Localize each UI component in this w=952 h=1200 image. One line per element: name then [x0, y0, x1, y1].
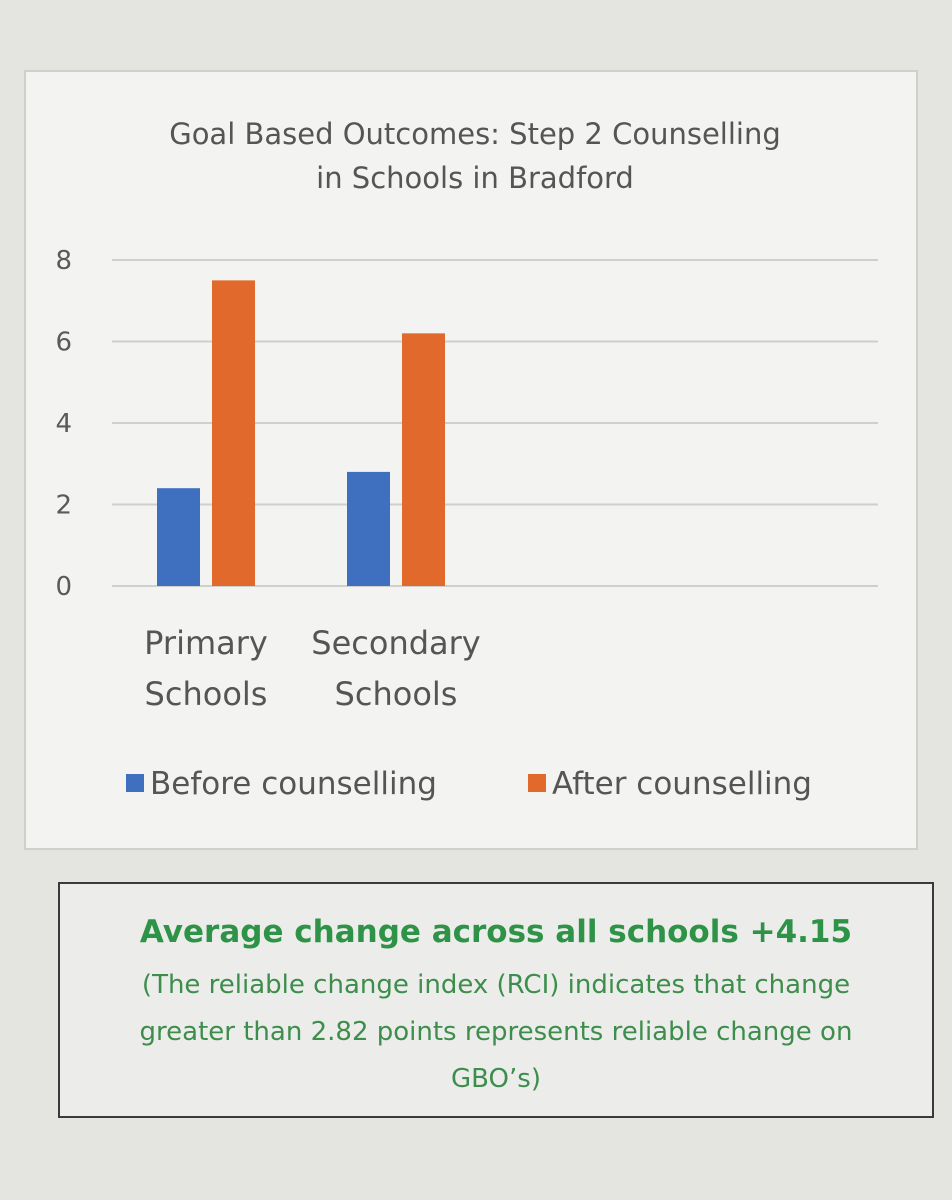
summary-box: Average change across all schools +4.15 … [58, 882, 934, 1118]
x-category-label: Schools [335, 675, 458, 713]
x-category-label: Schools [145, 675, 268, 713]
summary-body-line-1: (The reliable change index (RCI) indicat… [141, 970, 851, 1000]
y-tick-label: 2 [55, 491, 72, 521]
summary-body-line-3: GBO’s) [451, 1064, 541, 1094]
legend: Before counselling After counselling [126, 766, 812, 802]
summary-body-line-2: greater than 2.82 points represents reli… [139, 1017, 853, 1047]
bar-before-1 [157, 488, 200, 586]
y-axis-ticks: 0 2 4 6 8 [55, 246, 72, 602]
bar-chart: Goal Based Outcomes: Step 2 Counselling … [55, 117, 878, 802]
y-tick-label: 4 [55, 409, 72, 439]
y-tick-label: 6 [55, 328, 72, 358]
chart-title-line-2: in Schools in Bradford [316, 161, 634, 195]
legend-swatch-1 [126, 774, 144, 792]
summary-headline: Average change across all schools +4.15 [139, 914, 853, 950]
x-category-label: Secondary [311, 624, 480, 662]
summary-body: (The reliable change index (RCI) indicat… [86, 962, 906, 1103]
legend-label-2: After counselling [552, 766, 812, 802]
x-category-label: Primary [144, 624, 268, 662]
bars [157, 280, 445, 586]
chart-title-line-1: Goal Based Outcomes: Step 2 Counselling [169, 117, 781, 151]
legend-swatch-2 [528, 774, 546, 792]
y-tick-label: 8 [55, 246, 72, 276]
bar-after-1 [212, 280, 255, 586]
y-tick-label: 0 [55, 572, 72, 602]
legend-label-1: Before counselling [150, 766, 437, 802]
x-axis-categories: Primary Schools Secondary Schools [144, 624, 481, 713]
chart-panel: Goal Based Outcomes: Step 2 Counselling … [24, 70, 918, 850]
bar-after-2 [402, 333, 445, 586]
bar-before-2 [347, 471, 390, 586]
